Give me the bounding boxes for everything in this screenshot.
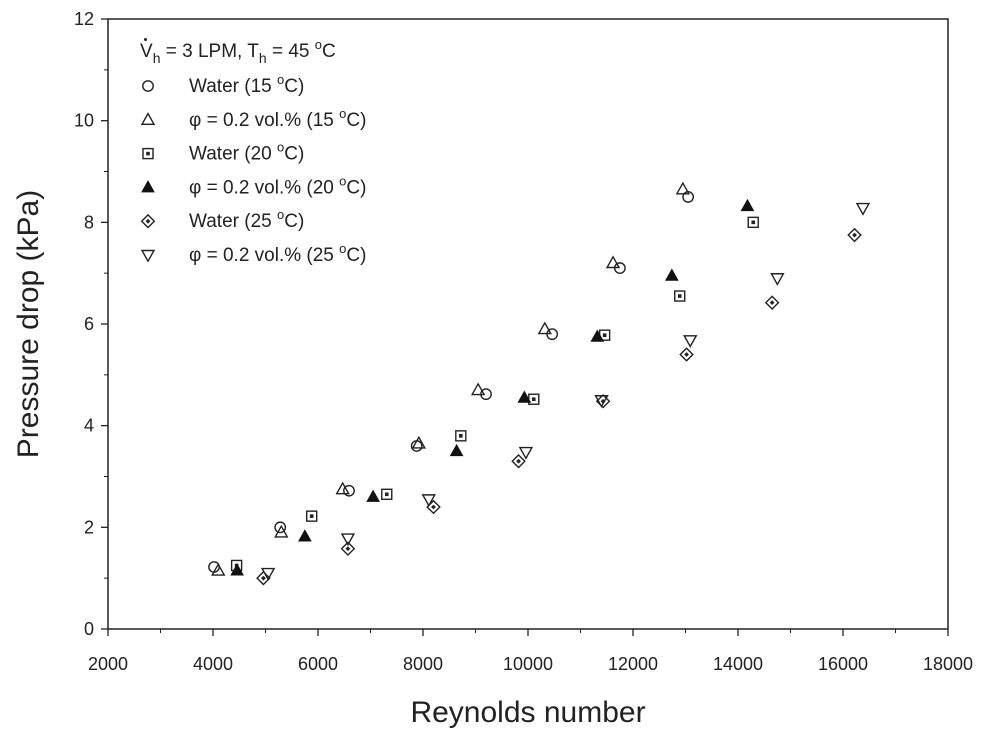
data-points bbox=[208, 181, 871, 586]
legend-marker bbox=[142, 80, 154, 92]
data-point bbox=[664, 268, 679, 281]
y-axis-label: Pressure drop (kPa) bbox=[12, 190, 45, 458]
data-point bbox=[674, 290, 686, 302]
legend-entry: φ = 0.2 vol.% (25 oC) bbox=[140, 241, 366, 266]
data-point bbox=[770, 273, 785, 286]
legend-label: φ = 0.2 vol.% (20 oC) bbox=[189, 173, 366, 198]
legend-header: Vh = 3 LPM, Th = 45 oC bbox=[140, 37, 336, 66]
data-point bbox=[605, 255, 621, 269]
data-point bbox=[274, 521, 287, 534]
x-tick-label: 10000 bbox=[503, 654, 553, 674]
data-point bbox=[679, 347, 694, 362]
series-3 bbox=[230, 216, 759, 572]
data-point bbox=[421, 494, 436, 508]
data-point bbox=[537, 321, 552, 335]
x-tick-label: 18000 bbox=[923, 654, 973, 674]
legend-label: Water (15 oC) bbox=[189, 72, 304, 97]
data-point bbox=[381, 488, 393, 500]
data-point bbox=[511, 453, 526, 469]
legend-entry: φ = 0.2 vol.% (20 oC) bbox=[141, 173, 366, 198]
legend-label: φ = 0.2 vol.% (15 oC) bbox=[189, 106, 366, 131]
data-point bbox=[274, 524, 289, 538]
data-point bbox=[426, 499, 441, 515]
data-point bbox=[683, 335, 698, 348]
data-point bbox=[740, 198, 755, 212]
v-dot-mark bbox=[144, 38, 147, 41]
series-4 bbox=[230, 198, 755, 576]
y-tick-label: 0 bbox=[84, 619, 94, 639]
data-point bbox=[747, 216, 759, 229]
data-point bbox=[298, 529, 312, 542]
data-point bbox=[340, 533, 356, 547]
legend-marker bbox=[140, 249, 156, 263]
x-tick-label: 8000 bbox=[403, 654, 443, 674]
data-point bbox=[518, 446, 534, 460]
legend-label: Water (25 oC) bbox=[189, 207, 304, 232]
series-2 bbox=[211, 181, 691, 576]
legend-marker bbox=[140, 213, 156, 229]
data-point bbox=[343, 484, 355, 497]
legend: Vh = 3 LPM, Th = 45 oC Water (15 oC) φ = … bbox=[140, 37, 366, 266]
legend-label: Water (20 oC) bbox=[189, 140, 304, 165]
y-tick-label: 12 bbox=[74, 9, 94, 29]
x-tick-label: 12000 bbox=[608, 654, 658, 674]
data-point bbox=[335, 481, 350, 495]
data-point bbox=[594, 395, 609, 408]
data-point bbox=[411, 435, 426, 449]
data-point bbox=[764, 295, 780, 310]
data-point bbox=[260, 567, 276, 581]
legend-entry: Water (20 oC) bbox=[142, 140, 304, 165]
x-tick-label: 2000 bbox=[88, 654, 128, 674]
data-point bbox=[256, 570, 271, 586]
x-tick-label: 4000 bbox=[193, 654, 233, 674]
legend-label: φ = 0.2 vol.% (25 oC) bbox=[189, 241, 366, 266]
data-point bbox=[211, 562, 226, 576]
y-tick-label: 4 bbox=[84, 416, 94, 436]
x-tick-label: 6000 bbox=[298, 654, 338, 674]
y-tick-label: 10 bbox=[74, 111, 94, 131]
data-point bbox=[366, 489, 380, 502]
legend-entry: Water (25 oC) bbox=[140, 207, 304, 232]
y-tick-label: 2 bbox=[84, 517, 94, 537]
y-tick-label: 8 bbox=[84, 212, 94, 232]
legend-marker bbox=[142, 147, 154, 160]
x-axis: 2000 4000 6000 8000 10000 12000 14000 16000 1800… bbox=[88, 629, 973, 674]
legend-entry: φ = 0.2 vol.% (15 oC) bbox=[140, 106, 366, 131]
legend-entry: Water (15 oC) bbox=[142, 72, 304, 97]
x-tick-label: 16000 bbox=[818, 654, 868, 674]
data-point bbox=[455, 430, 467, 442]
data-point bbox=[675, 181, 691, 195]
y-tick-label: 6 bbox=[84, 314, 94, 334]
legend-marker bbox=[141, 180, 155, 193]
data-point bbox=[847, 227, 862, 243]
data-point bbox=[449, 443, 464, 457]
x-axis-label: Reynolds number bbox=[410, 696, 645, 729]
series-6 bbox=[260, 202, 871, 581]
y-axis: 0 2 4 6 8 10 12 bbox=[74, 9, 108, 639]
data-point bbox=[855, 202, 871, 216]
data-point bbox=[590, 329, 605, 342]
data-point bbox=[517, 390, 532, 403]
series-5 bbox=[256, 227, 862, 586]
legend-marker bbox=[140, 112, 156, 126]
data-point bbox=[470, 382, 486, 396]
x-tick-label: 14000 bbox=[713, 654, 763, 674]
data-point bbox=[306, 510, 318, 522]
data-point bbox=[528, 393, 540, 405]
data-point bbox=[230, 563, 245, 576]
data-point bbox=[340, 541, 356, 556]
